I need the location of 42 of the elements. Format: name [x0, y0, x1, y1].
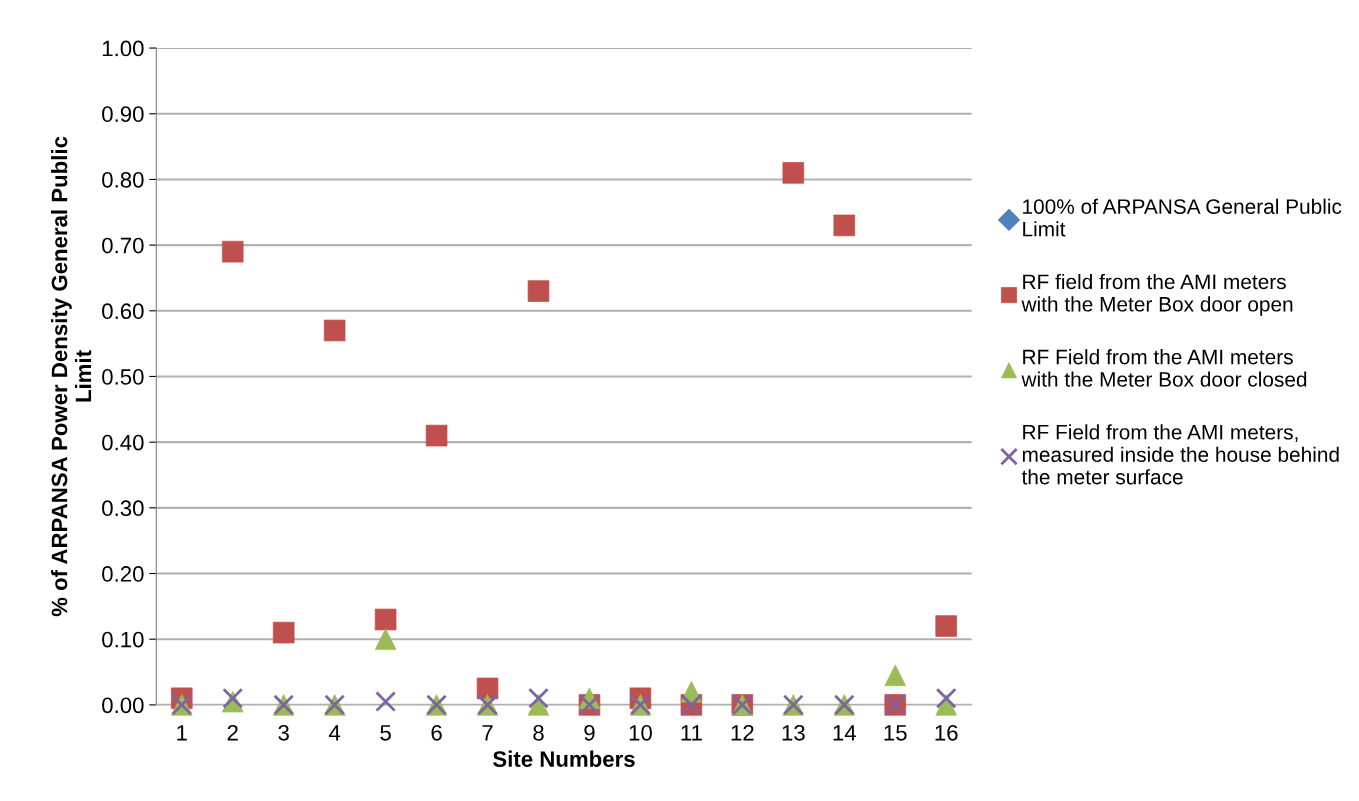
x-tick-label: 3 — [278, 724, 289, 741]
x-tick-label: 9 — [584, 724, 595, 741]
legend-label: RF Field from the AMI meters, measured inside the house behind the meter surface — [1021, 424, 1339, 485]
x-tick-label: 7 — [482, 725, 493, 741]
point — [272, 621, 295, 644]
x-tick-label: 2 — [227, 724, 238, 741]
point — [323, 319, 346, 342]
point — [375, 691, 397, 713]
y-tick-label: 0.90 — [102, 106, 144, 123]
x-tick-label: 12 — [731, 724, 754, 741]
y-tick-label: 0.80 — [102, 171, 144, 188]
x-tick-label: 13 — [782, 724, 805, 741]
x-tick-label: 15 — [884, 725, 907, 741]
y-tick-label: 0.70 — [102, 237, 144, 254]
y-tick-label: 0.60 — [102, 303, 144, 320]
y-tick-label: 0.40 — [102, 434, 144, 451]
point — [528, 687, 549, 709]
x-tick-label: 14 — [833, 725, 856, 741]
y-tick-label: 0.20 — [102, 566, 144, 582]
legend-label: RF Field from the AMI meters with the Meter Box door closed — [1021, 349, 1307, 387]
x-tick-label: 16 — [935, 724, 958, 741]
point — [935, 687, 957, 709]
point — [221, 240, 244, 263]
x-tick-label: 8 — [533, 724, 544, 741]
legend-label: 100% of ARPANSA General Public Limit — [1023, 198, 1342, 237]
point — [833, 214, 856, 237]
y-tick-label: 0.00 — [102, 697, 144, 714]
y-tick-label: 0.30 — [102, 500, 144, 517]
point — [782, 162, 805, 184]
x-tick-label: 4 — [328, 725, 341, 741]
x-tick-label: 5 — [380, 725, 391, 741]
y-tick-label: 0.10 — [102, 631, 144, 648]
y-tick-label: 0.50 — [102, 369, 144, 385]
x-tick-label: 6 — [431, 724, 442, 741]
x-axis-title: Site Numbers — [493, 750, 635, 767]
y-tick-label: 1.00 — [102, 40, 144, 57]
point — [374, 608, 397, 631]
legend-label: RF field from the AMI meters with the Meter Box door open — [1021, 273, 1293, 316]
x-tick-label: 10 — [629, 724, 652, 741]
x-tick-label: 1 — [177, 725, 187, 741]
x-tick-label: 11 — [681, 725, 702, 741]
y-axis-title: % of ARPANSA Power Density General Public Limit — [51, 136, 92, 617]
